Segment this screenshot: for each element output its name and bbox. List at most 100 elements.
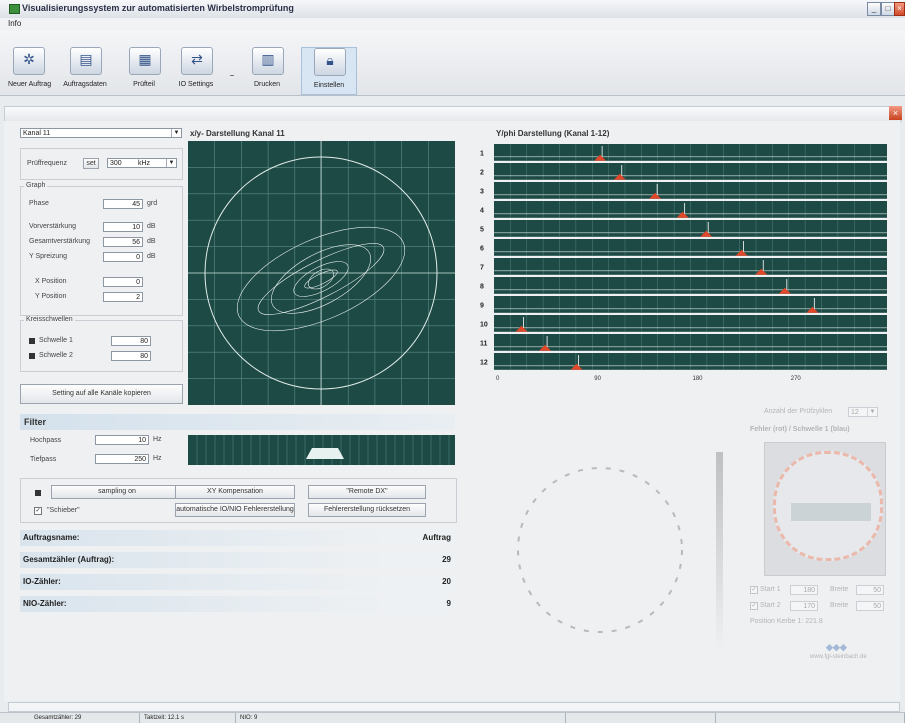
status-empty-1 bbox=[566, 713, 716, 723]
channel-row-label: 6 bbox=[480, 245, 484, 252]
preamp-input[interactable]: 10 bbox=[103, 222, 143, 232]
graph-group: Graph Phase 45 grd Vorverstärkung 10 dB … bbox=[20, 182, 183, 316]
chevron-down-icon: ▼ bbox=[867, 408, 877, 416]
menu-bar: Info bbox=[0, 18, 905, 32]
reset-error-button[interactable]: Fehlererstellung rücksetzen bbox=[308, 503, 426, 517]
eddy-current-trace bbox=[236, 226, 406, 332]
channel-select[interactable]: Kanal 11 ▼ bbox=[20, 128, 182, 138]
summary-row-order: Auftragsname: Auftrag bbox=[20, 530, 455, 546]
copy-settings-button[interactable]: Setting auf alle Kanäle kopieren bbox=[20, 384, 183, 404]
total-gain-unit: dB bbox=[147, 238, 156, 245]
threshold-1-input[interactable]: 80 bbox=[111, 336, 151, 346]
total-gain-input[interactable]: 56 bbox=[103, 237, 143, 247]
filter-plot bbox=[188, 435, 455, 465]
settings-icon: ⇄ bbox=[181, 47, 213, 75]
frequency-unit: kHz bbox=[138, 160, 151, 167]
axis-tick-label: 180 bbox=[693, 376, 704, 382]
polar-dial bbox=[517, 467, 683, 633]
defect-marker bbox=[806, 306, 819, 313]
io-settings-button[interactable]: ⇄ IO Settings bbox=[174, 47, 218, 93]
trace-loop bbox=[236, 226, 406, 332]
start-1-checkbox[interactable]: ✓ bbox=[750, 586, 758, 594]
close-button[interactable]: × bbox=[894, 2, 905, 16]
xy-compensation-button[interactable]: XY Kompensation bbox=[175, 485, 295, 499]
threshold-group: Kreisschwellen Schwelle 1 80 Schwelle 2 … bbox=[20, 316, 183, 372]
phase-label: Phase bbox=[29, 200, 49, 207]
horizontal-scrollbar[interactable] bbox=[8, 702, 900, 712]
summary-value: Auftrag bbox=[422, 533, 451, 542]
schieber-checkbox[interactable]: ✓ bbox=[34, 507, 42, 515]
company-url: www.fgl-steinbach.de bbox=[810, 654, 867, 660]
defect-marker bbox=[700, 230, 713, 237]
y-spread-unit: dB bbox=[147, 253, 156, 260]
filter-passband bbox=[306, 448, 344, 459]
start-2-input[interactable]: 170 bbox=[790, 601, 818, 611]
status-bar: Gesamtzähler: 29 Taktzeit: 12.1 s NIO: 9 bbox=[0, 712, 905, 723]
test-part-button[interactable]: ▦ Prüfteil bbox=[122, 47, 166, 93]
trace-loop bbox=[293, 261, 349, 297]
new-order-button[interactable]: ✲ Neuer Auftrag bbox=[8, 47, 51, 93]
sampling-button[interactable]: sampling on bbox=[51, 485, 183, 499]
settings-lock-button[interactable]: 🔒︎ Einstellen bbox=[301, 47, 357, 95]
title-bar: Visualisierungssystem zur automatisierte… bbox=[0, 0, 905, 19]
cycle-count-select[interactable]: 12 ▼ bbox=[848, 407, 878, 417]
cycle-count-value: 12 bbox=[851, 409, 859, 416]
window-title: Visualisierungssystem zur automatisierte… bbox=[22, 3, 294, 13]
channel-row-label: 4 bbox=[480, 207, 484, 214]
y-position-input[interactable]: 2 bbox=[103, 292, 143, 302]
width-1-label: Breite bbox=[830, 586, 849, 593]
frequency-select[interactable]: 300 kHz ▼ bbox=[107, 158, 177, 168]
channel-row-label: 8 bbox=[480, 283, 484, 290]
summary-label: IO-Zähler: bbox=[23, 577, 61, 586]
summary-label: Gesamtzähler (Auftrag): bbox=[23, 555, 115, 564]
summary-value: 9 bbox=[446, 599, 451, 608]
threshold-1-checkbox[interactable] bbox=[29, 338, 35, 344]
status-cycle-time: Taktzeit: 12.1 s bbox=[140, 713, 236, 723]
minimize-button[interactable]: _ bbox=[867, 2, 881, 16]
threshold-2-input[interactable]: 80 bbox=[111, 351, 151, 361]
gear-icon: ✲ bbox=[13, 47, 45, 75]
arrow-icon bbox=[791, 503, 871, 521]
summary-row-nio: NIO-Zähler: 9 bbox=[20, 596, 455, 612]
mdi-child-titlebar: × bbox=[4, 106, 902, 122]
summary-row-total: Gesamtzähler (Auftrag): 29 bbox=[20, 552, 455, 568]
trace-loop bbox=[270, 244, 372, 314]
auto-error-button[interactable]: automatische IO/NIO Fehlererstellung bbox=[175, 503, 295, 517]
order-data-button[interactable]: ▤ Auftragsdaten bbox=[62, 47, 108, 93]
chevron-down-icon: ▼ bbox=[166, 159, 176, 167]
summary-value: 29 bbox=[442, 555, 451, 564]
x-position-input[interactable]: 0 bbox=[103, 277, 143, 287]
mdi-close-button[interactable]: × bbox=[889, 106, 902, 120]
print-icon: ▥ bbox=[252, 47, 284, 75]
level-bar bbox=[716, 452, 723, 648]
xy-plot-title: x/y- Darstellung Kanal 11 bbox=[190, 129, 285, 138]
defect-marker bbox=[778, 287, 791, 294]
lowpass-input[interactable]: 250 bbox=[95, 454, 149, 464]
width-1-input[interactable]: 50 bbox=[856, 585, 884, 595]
width-2-input[interactable]: 50 bbox=[856, 601, 884, 611]
total-gain-label: Gesamtverstärkung bbox=[29, 238, 91, 245]
remote-dx-button[interactable]: "Remote DX" bbox=[308, 485, 426, 499]
threshold-2-checkbox[interactable] bbox=[29, 353, 35, 359]
phase-input[interactable]: 45 bbox=[103, 199, 143, 209]
axis-tick-label: 0 bbox=[496, 376, 500, 382]
menu-info[interactable]: Info bbox=[8, 19, 22, 28]
frequency-set-button[interactable]: set bbox=[83, 158, 99, 169]
defect-ring bbox=[773, 451, 883, 561]
channel-row-label: 1 bbox=[480, 150, 484, 157]
chevron-down-icon: ▼ bbox=[171, 129, 181, 137]
controls-group: sampling on XY Kompensation "Remote DX" … bbox=[20, 478, 457, 523]
maximize-button[interactable]: □ bbox=[881, 2, 895, 16]
start-2-checkbox[interactable]: ✓ bbox=[750, 602, 758, 610]
start-1-input[interactable]: 180 bbox=[790, 585, 818, 595]
xy-plot bbox=[188, 141, 455, 405]
y-spread-input[interactable]: 0 bbox=[103, 252, 143, 262]
highpass-input[interactable]: 10 bbox=[95, 435, 149, 445]
axis-tick-label: 90 bbox=[594, 376, 601, 382]
print-button[interactable]: ▥ Drucken bbox=[244, 47, 290, 93]
highpass-unit: Hz bbox=[153, 436, 162, 443]
start-1-label: Start 1 bbox=[760, 586, 781, 593]
lowpass-label: Tiefpass bbox=[30, 456, 57, 463]
defect-marker bbox=[539, 344, 552, 351]
y-position-label: Y Position bbox=[35, 293, 67, 300]
